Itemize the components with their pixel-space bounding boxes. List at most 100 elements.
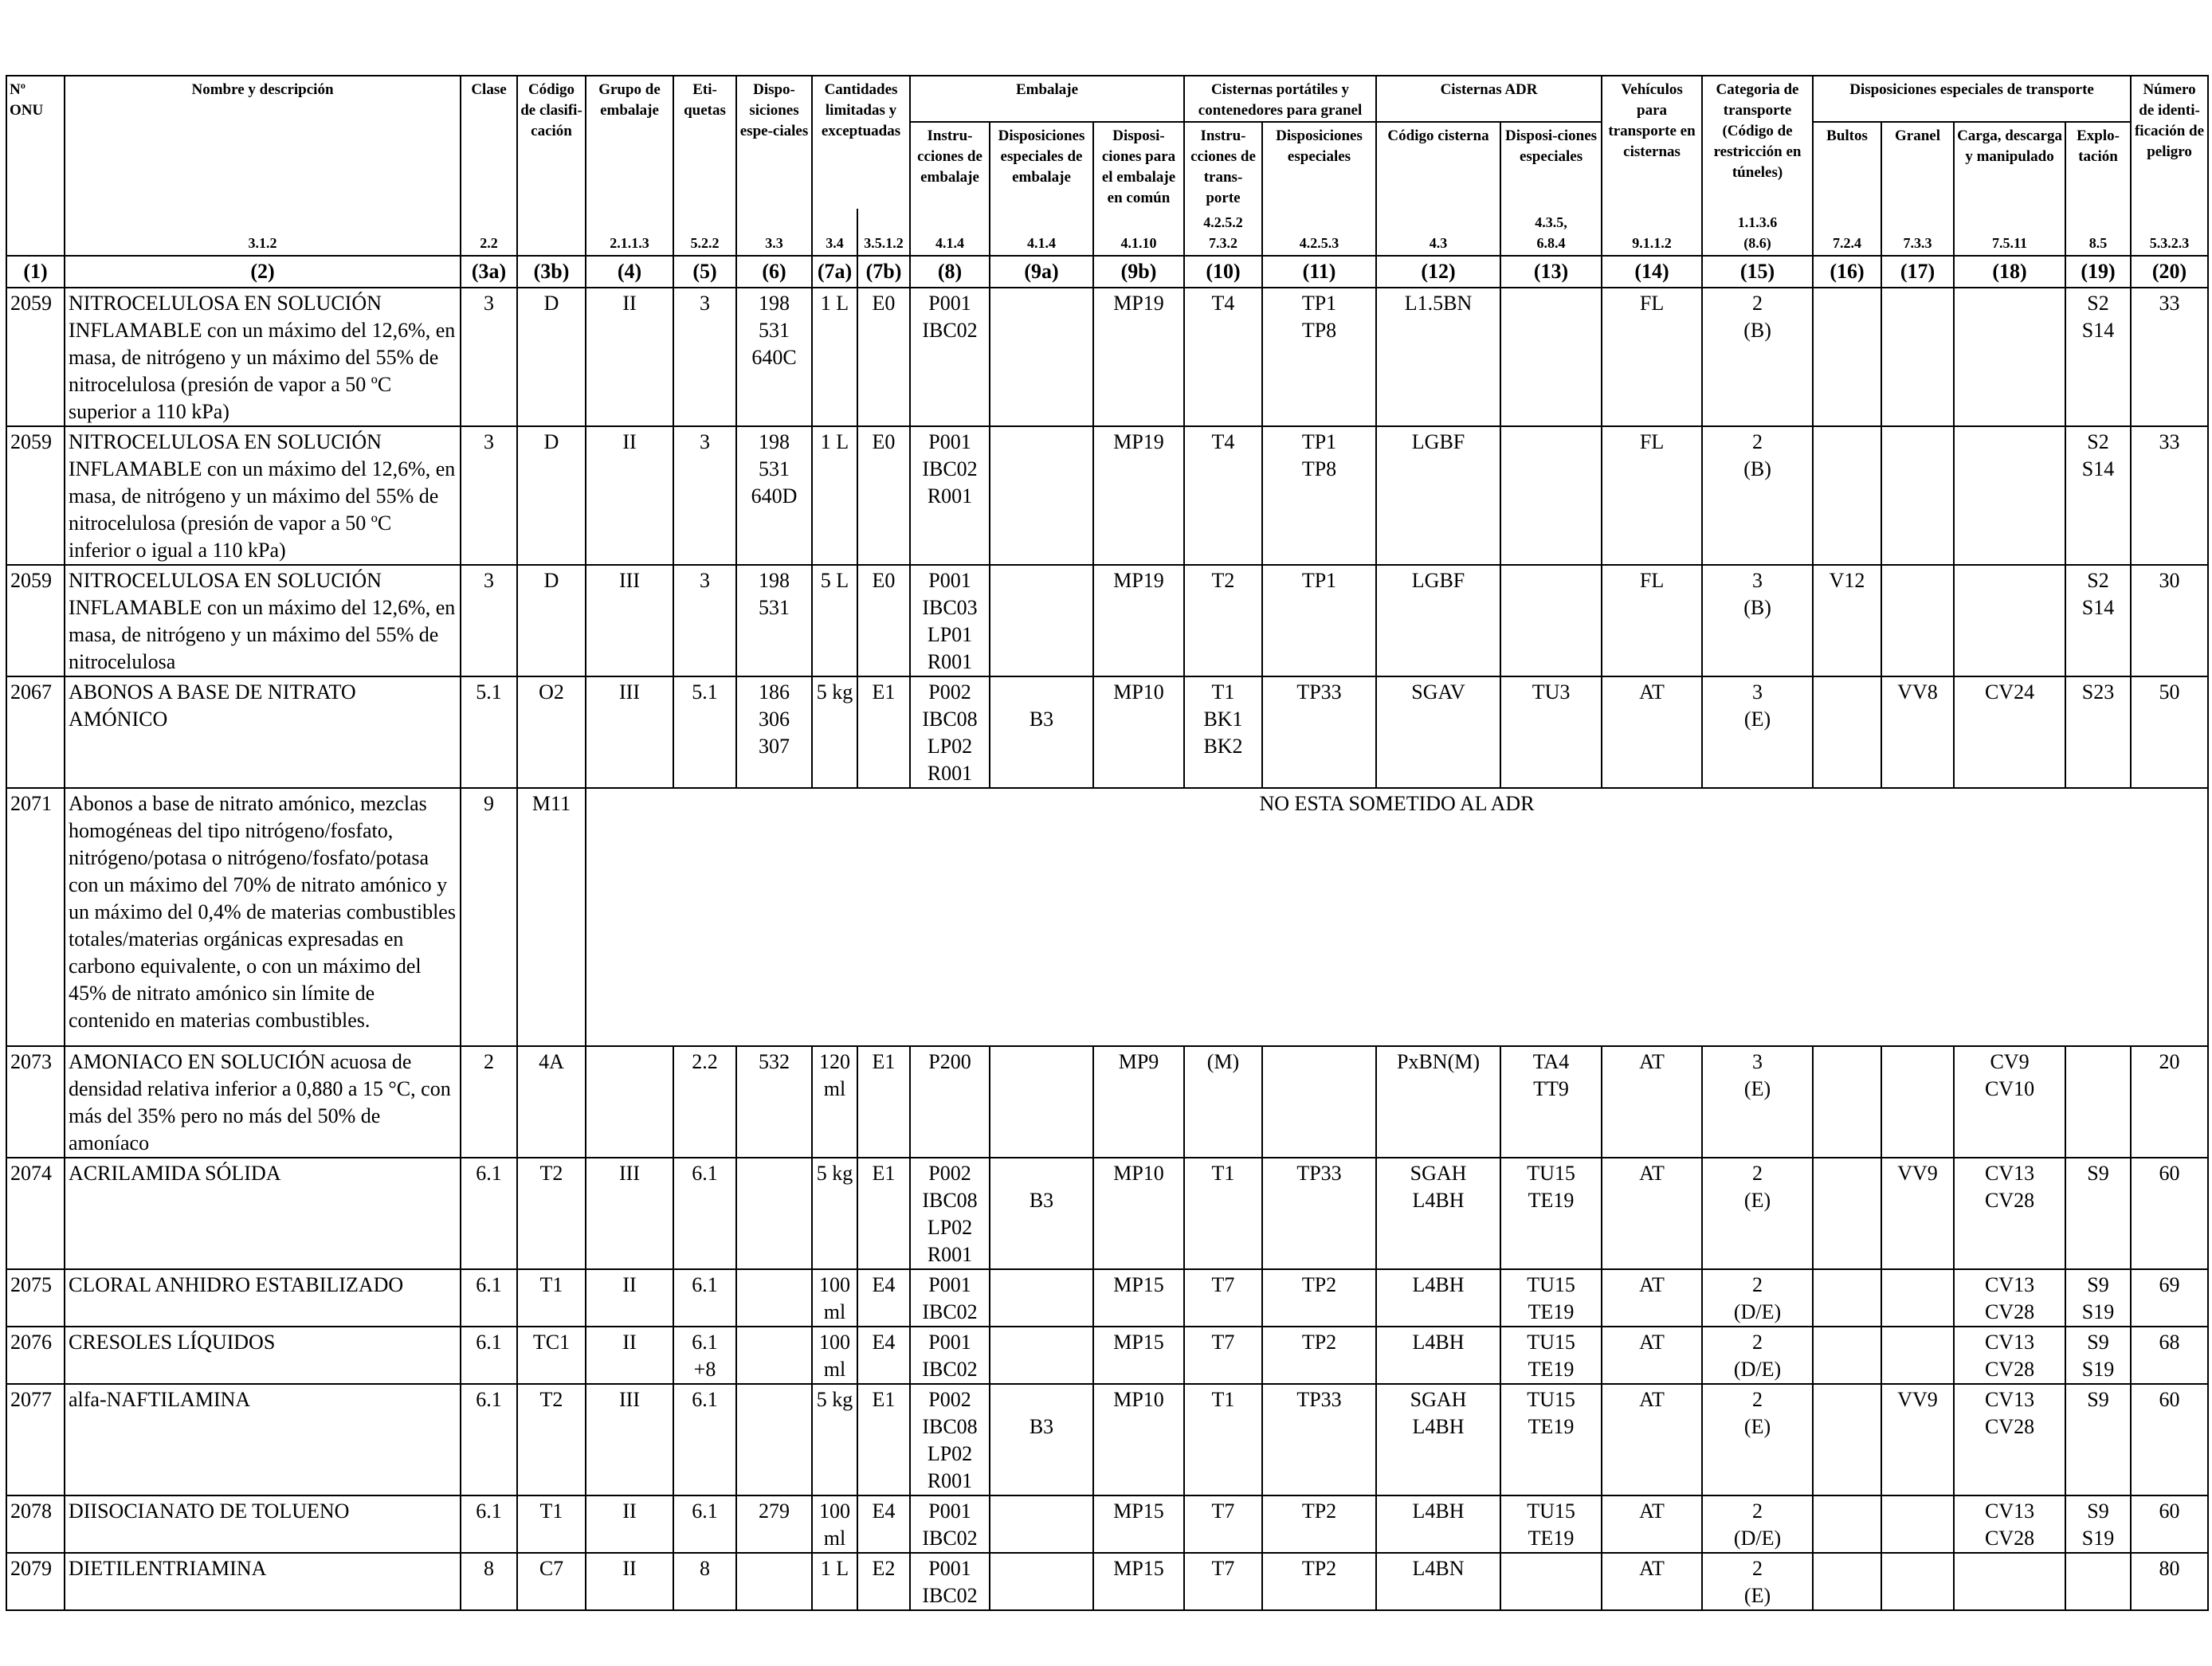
- un-number: 2075: [6, 1268, 65, 1327]
- vehicle-cell: AT: [1601, 1495, 1704, 1554]
- classification-code-cell: T2: [516, 1383, 586, 1496]
- transport-category-cell-line: 2: [1752, 1331, 1763, 1354]
- tank-code-cell: LGBF: [1375, 564, 1502, 677]
- hazard-number-cell: 80: [2130, 1552, 2210, 1611]
- limited-quantity-cell: 100 ml: [811, 1268, 858, 1327]
- tank-special-cell: TU15 TE19: [1500, 1157, 1603, 1270]
- packing-special-cell: B3: [989, 676, 1094, 789]
- packing-special-cell: [989, 1495, 1094, 1554]
- table-row: 2077 alfa-NAFTILAMINA 6.1 T2 III 6.1 5 kg E1 P00…: [6, 1383, 2210, 1496]
- portable-tank-instr-cell-line: T7: [1211, 1499, 1235, 1523]
- table-row: 2078 DIISOCIANATO DE TOLUENO 6.1 T1 II 6.1 279…: [6, 1495, 2210, 1554]
- labels-cell: 3: [673, 564, 737, 677]
- table-row: 2075 CLORAL ANHIDRO ESTABILIZADO 6.1 T1 II 6.…: [6, 1268, 2210, 1327]
- packing-instructions-cell-line: LP02: [927, 1216, 973, 1239]
- hazard-number-cell: 30: [2130, 564, 2210, 677]
- packages-cell: [1812, 1495, 1883, 1554]
- special-provisions-cell-line: 532: [759, 1050, 790, 1073]
- column-number-cell: (14): [1601, 255, 1704, 288]
- bulk-cell: [1881, 564, 1955, 677]
- operation-cell: S2 S14: [2065, 287, 2132, 427]
- special-provisions-cell-line: 279: [759, 1499, 790, 1523]
- substance-name: ACRILAMIDA SÓLIDA: [64, 1157, 461, 1270]
- packing-instructions-cell-line: IBC08: [922, 1415, 978, 1438]
- operation-cell-line: S9: [2087, 1388, 2109, 1411]
- special-provisions-cell: 186 306 307: [735, 676, 813, 789]
- vehicle-cell: AT: [1601, 676, 1704, 789]
- packing-instructions-cell-line: P001: [928, 569, 971, 592]
- portable-tank-special-cell-line: TP2: [1301, 1499, 1337, 1523]
- loading-cell-line: CV28: [1984, 1189, 2035, 1212]
- tank-special-cell: [1500, 1552, 1603, 1611]
- transport-category-cell-line: 2: [1752, 1557, 1763, 1580]
- packing-special-cell: B3: [989, 1157, 1094, 1270]
- packing-instructions-cell-line: P001: [928, 1273, 971, 1296]
- hazard-number-cell: 20: [2130, 1045, 2210, 1158]
- loading-cell: CV24: [1953, 676, 2067, 789]
- special-provisions-cell-line: 531: [759, 596, 790, 619]
- portable-tank-special-cell-line: TP2: [1301, 1273, 1337, 1296]
- table-row: 2074 ACRILAMIDA SÓLIDA 6.1 T2 III 6.1 5 kg E1 P0…: [6, 1157, 2210, 1270]
- tank-code-cell: L4BH: [1375, 1268, 1502, 1327]
- special-provisions-cell: [735, 1268, 813, 1327]
- header-cp-instr: Instru-cciones de trans-porte: [1183, 121, 1263, 209]
- packing-instructions-cell-line: IBC02: [922, 1584, 978, 1607]
- bulk-cell: [1881, 1045, 1955, 1158]
- packing-instructions-cell-line: R001: [927, 650, 973, 673]
- table-row: 2079 DIETILENTRIAMINA 8 C7 II 8 1 L E2 P001 IBC02…: [6, 1552, 2210, 1611]
- vehicle-cell: AT: [1601, 1326, 1704, 1385]
- portable-tank-special-cell-line: TP2: [1301, 1557, 1337, 1580]
- header-grupo: Grupo de embalaje: [585, 75, 674, 209]
- column-number-cell: (7b): [857, 255, 911, 288]
- vehicle-cell: FL: [1601, 287, 1704, 427]
- tank-special-cell: [1500, 287, 1603, 427]
- loading-cell: CV13 CV28: [1953, 1383, 2067, 1496]
- header-explotacion: Explo-tación: [2065, 121, 2132, 209]
- tank-code-cell: SGAV: [1375, 676, 1502, 789]
- mixed-packing-cell: MP19: [1092, 425, 1185, 566]
- limited-quantity-cell-line: 1 L: [820, 292, 849, 315]
- excepted-quantity-cell: E0: [857, 564, 911, 677]
- packages-cell: [1812, 425, 1883, 566]
- packing-instructions-cell: P002 IBC08 LP02 R001: [909, 676, 990, 789]
- substance-name: NITROCELULOSA EN SOLUCIÓN INFLAMABLE con…: [64, 287, 461, 427]
- operation-cell-line: S14: [2081, 596, 2115, 619]
- portable-tank-instr-cell-line: T1: [1211, 1162, 1235, 1185]
- transport-category-cell-line: (D/E): [1733, 1300, 1782, 1323]
- operation-cell-line: S9: [2087, 1499, 2109, 1523]
- classification-code-cell: T1: [516, 1268, 586, 1327]
- packing-instructions-cell-line: IBC02: [922, 1358, 978, 1381]
- excepted-quantity-cell: E4: [857, 1268, 911, 1327]
- header-emb-comun: Disposi-ciones para el embalaje en común: [1092, 121, 1185, 209]
- transport-category-cell-line: (E): [1743, 1584, 1771, 1607]
- limited-quantity-cell-line: ml: [823, 1300, 846, 1323]
- transport-category-cell-line: 3: [1752, 1050, 1763, 1073]
- portable-tank-instr-cell-line: BK2: [1203, 735, 1243, 758]
- header-carga: Carga, descarga y manipulado: [1953, 121, 2067, 209]
- labels-cell: 3: [673, 425, 737, 566]
- reference-cell: 7.5.11: [1953, 209, 2067, 257]
- portable-tank-instr-cell-line: T7: [1211, 1331, 1235, 1354]
- packing-instructions-cell: P001 IBC02: [909, 287, 990, 427]
- un-number: 2059: [6, 564, 65, 677]
- transport-category-cell: 2 (B): [1701, 287, 1814, 427]
- packing-instructions-cell-line: P001: [928, 1499, 971, 1523]
- reference-cell: 4.2.5.3: [1261, 209, 1378, 257]
- column-number-cell: (9a): [989, 255, 1094, 288]
- packing-special-cell-line: B3: [1029, 1189, 1054, 1212]
- classification-code-cell: D: [516, 564, 586, 677]
- transport-category-cell-line: 3: [1752, 569, 1763, 592]
- header-emb-instr: Instru-cciones de embalaje: [909, 121, 990, 209]
- transport-category-cell-line: (E): [1743, 1077, 1771, 1100]
- transport-category-cell: 2 (E): [1701, 1552, 1814, 1611]
- packing-instructions-cell-line: IBC08: [922, 1189, 978, 1212]
- header-numero: Número de identi-ficación de peligro: [2130, 75, 2210, 209]
- operation-cell-line: S14: [2081, 319, 2115, 342]
- bulk-cell: [1881, 1495, 1955, 1554]
- transport-category-cell-line: (B): [1743, 457, 1771, 480]
- tank-code-cell-line: L4BH: [1412, 1499, 1465, 1523]
- operation-cell: S9 S19: [2065, 1495, 2132, 1554]
- tank-code-cell-line: L1.5BN: [1404, 292, 1473, 315]
- mixed-packing-cell: MP15: [1092, 1495, 1185, 1554]
- class-cell: 3: [460, 287, 518, 427]
